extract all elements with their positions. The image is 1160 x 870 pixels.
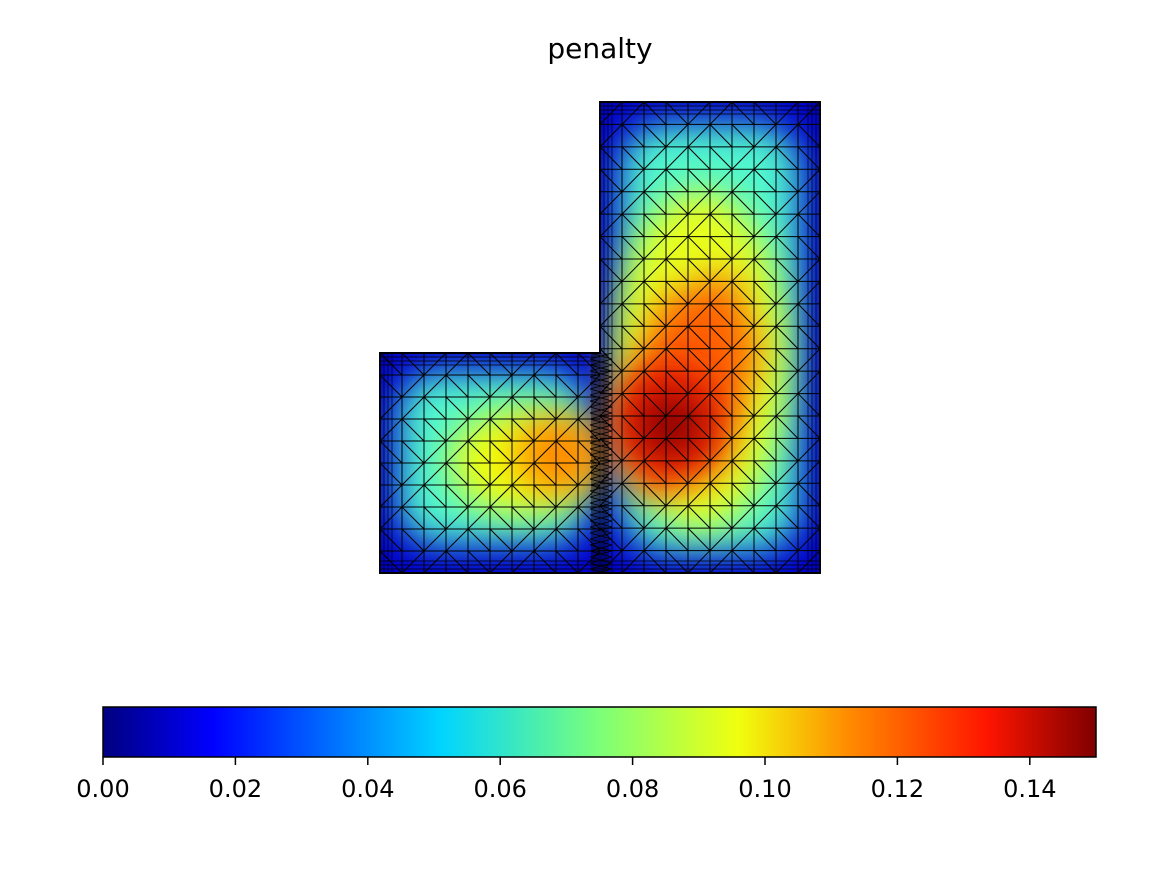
colorbar-tick-label: 0.14: [1003, 775, 1056, 803]
colorbar-tick-label: 0.06: [473, 775, 526, 803]
field-peak: [638, 395, 702, 455]
field-left-orange: [515, 415, 605, 495]
colorbar: 0.00 0.02 0.04 0.06 0.08 0.10 0.12 0.14: [76, 706, 1097, 803]
colorbar-tick-label: 0.00: [76, 775, 129, 803]
colorbar-tick-label: 0.12: [871, 775, 924, 803]
colorbar-gradient: [102, 706, 1097, 758]
colorbar-tick-label: 0.02: [209, 775, 262, 803]
colorbar-ticks: 0.00 0.02 0.04 0.06 0.08 0.10 0.12 0.14: [76, 757, 1057, 803]
chart-title: penalty: [547, 32, 653, 65]
colorbar-tick-label: 0.04: [341, 775, 394, 803]
domain-outline: [379, 101, 821, 574]
colorbar-tick-label: 0.08: [606, 775, 659, 803]
triangle-mesh: [380, 102, 820, 573]
colorbar-tick-label: 0.10: [738, 775, 791, 803]
